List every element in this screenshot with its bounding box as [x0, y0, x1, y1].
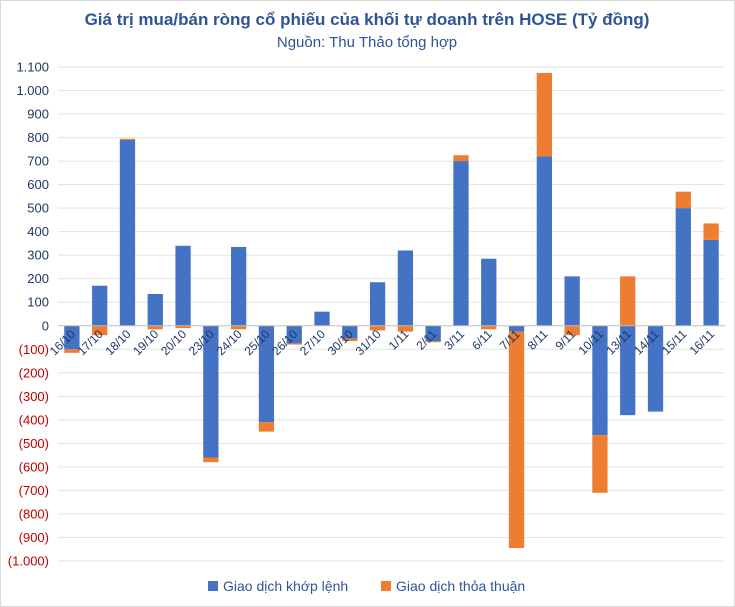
y-tick-label: (300)	[19, 389, 49, 404]
bar-thoa-thuan	[231, 325, 247, 330]
legend-label-thoa-thuan: Giao dịch thỏa thuận	[396, 578, 525, 594]
bar-thoa-thuan	[620, 276, 636, 326]
y-tick-label: 700	[27, 154, 49, 169]
y-tick-label: 400	[27, 224, 49, 239]
bar-khop-lenh	[564, 276, 580, 326]
gridlines	[58, 66, 725, 562]
bar-khop-lenh	[258, 325, 275, 423]
legend-swatch-thoa-thuan	[381, 581, 391, 591]
legend: Giao dịch khớp lệnh Giao dịch thỏa thuận	[208, 578, 525, 594]
y-tick-label: 300	[27, 248, 49, 263]
bar-thoa-thuan	[592, 435, 608, 493]
bar-khop-lenh	[397, 250, 414, 326]
bar-thoa-thuan	[536, 72, 552, 157]
bar-thoa-thuan	[397, 325, 414, 332]
bar-thoa-thuan	[675, 191, 691, 209]
bar-thoa-thuan	[703, 223, 719, 240]
bar-khop-lenh	[231, 246, 247, 326]
bar-khop-lenh	[453, 161, 469, 326]
x-category-label: 20/10	[158, 327, 189, 358]
y-axis-ticks: (1.000) (900) (800) (700) (600) (500) (400) (30…	[8, 60, 49, 569]
bar-khop-lenh	[286, 325, 302, 344]
bar-thoa-thuan	[369, 325, 386, 331]
bar-khop-lenh	[703, 239, 719, 326]
y-tick-label: (600)	[19, 459, 49, 474]
x-category-label: 15/11	[659, 327, 690, 358]
bar-khop-lenh	[647, 325, 664, 412]
y-tick-label: 900	[27, 107, 49, 122]
bar-thoa-thuan	[425, 341, 441, 343]
bar-khop-lenh	[147, 294, 163, 326]
bar-khop-lenh	[508, 325, 525, 332]
chart-subtitle: Nguồn: Thu Thảo tổng hợp	[277, 34, 457, 51]
x-category-label: 19/10	[130, 327, 161, 358]
bar-thoa-thuan	[286, 343, 302, 345]
y-tick-label: 1.000	[16, 83, 49, 98]
y-tick-label: (1.000)	[8, 554, 49, 569]
chart-title: Giá trị mua/bán ròng cổ phiếu của khối t…	[85, 10, 650, 29]
legend-label-khop-lenh: Giao dịch khớp lệnh	[223, 578, 348, 594]
bar-thoa-thuan	[342, 338, 358, 342]
bar-khop-lenh	[64, 325, 80, 350]
bar-thoa-thuan	[508, 331, 525, 549]
bar-khop-lenh	[675, 208, 691, 326]
y-tick-label: 200	[27, 271, 49, 286]
bar-khop-lenh	[425, 325, 441, 342]
bar-thoa-thuan	[258, 422, 275, 432]
bar-thoa-thuan	[453, 155, 469, 162]
y-tick-label: (700)	[19, 483, 49, 498]
y-tick-label: (200)	[19, 365, 49, 380]
bar-khop-lenh	[175, 245, 191, 326]
bar-thoa-thuan	[119, 138, 136, 140]
y-tick-label: (800)	[19, 506, 49, 521]
bar-thoa-thuan	[175, 325, 191, 329]
x-category-label: 16/11	[687, 327, 718, 358]
y-tick-label: 500	[27, 201, 49, 216]
bar-khop-lenh	[314, 311, 330, 326]
y-tick-label: 100	[27, 295, 49, 310]
y-tick-label: 0	[42, 318, 49, 333]
y-tick-label: (100)	[19, 342, 49, 357]
bar-khop-lenh	[536, 156, 552, 326]
bar-khop-lenh	[119, 139, 136, 326]
bar-thoa-thuan	[147, 325, 163, 330]
y-tick-label: 600	[27, 177, 49, 192]
bar-thoa-thuan	[203, 457, 219, 463]
y-tick-label: (400)	[19, 412, 49, 427]
bar-khop-lenh	[203, 325, 219, 458]
legend-swatch-khop-lenh	[208, 581, 218, 591]
bar-khop-lenh	[342, 325, 358, 339]
bar-khop-lenh	[92, 285, 108, 326]
y-tick-label: 1.100	[16, 60, 49, 75]
y-tick-label: (900)	[19, 530, 49, 545]
y-tick-label: (500)	[19, 436, 49, 451]
x-axis-categories: 16/1017/1018/1019/1020/1023/1024/1025/10…	[47, 327, 718, 358]
bar-khop-lenh	[592, 325, 608, 436]
bar-khop-lenh	[620, 325, 636, 416]
bar-thoa-thuan	[92, 325, 108, 336]
bars	[64, 72, 719, 549]
bar-khop-lenh	[481, 258, 497, 326]
bar-thoa-thuan	[481, 325, 497, 330]
y-tick-label: 800	[27, 130, 49, 145]
bar-khop-lenh	[369, 282, 386, 326]
bar-thoa-thuan	[64, 349, 80, 353]
bar-thoa-thuan	[564, 325, 580, 336]
